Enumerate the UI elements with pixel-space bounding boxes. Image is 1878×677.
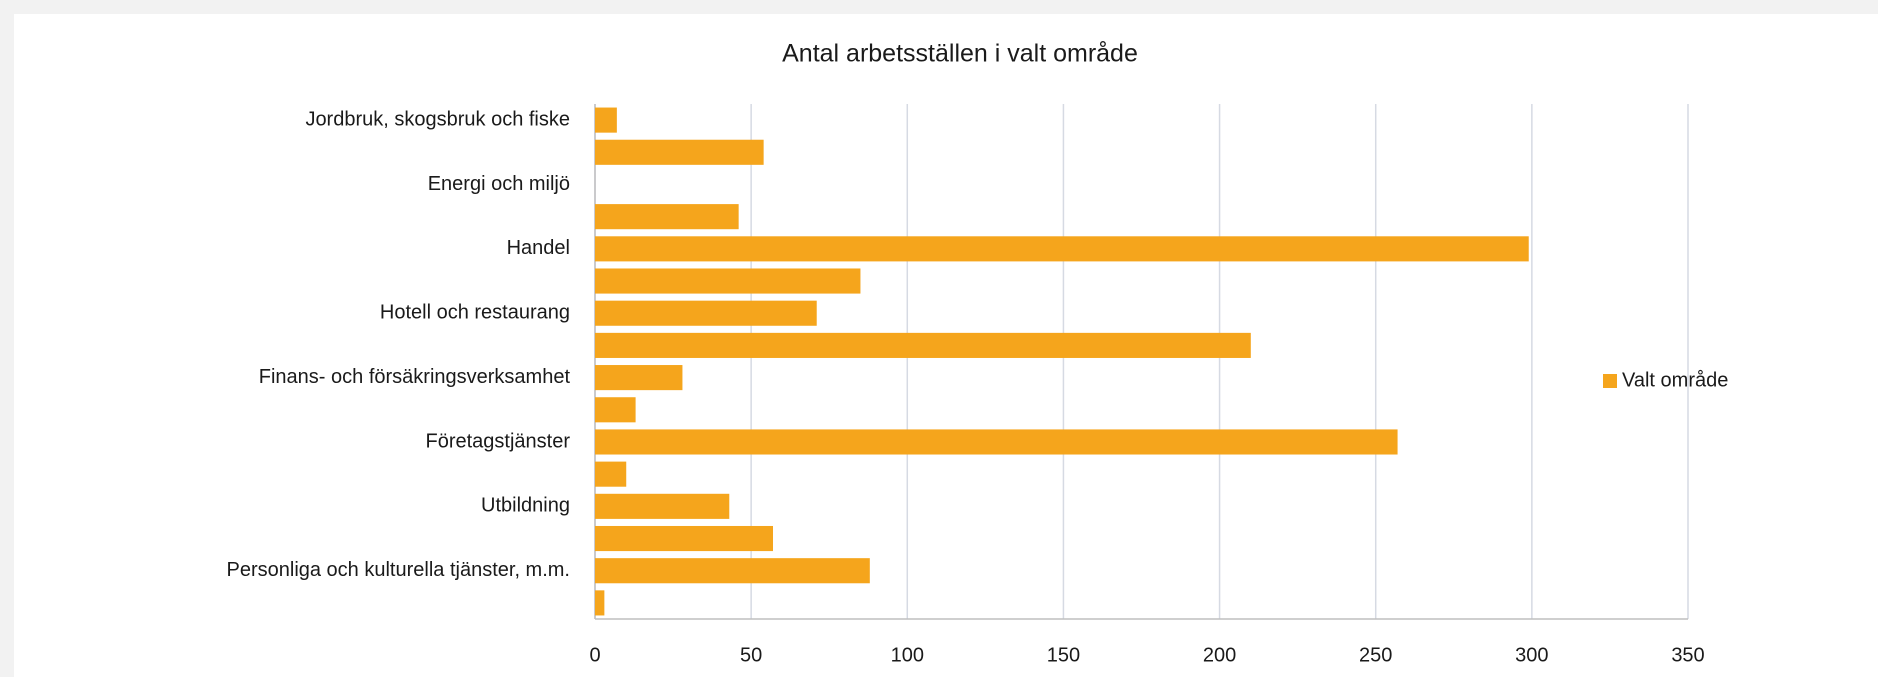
bar (595, 397, 636, 423)
x-tick-label: 200 (1203, 644, 1236, 666)
bar (595, 525, 774, 552)
bar (595, 332, 1251, 358)
x-tick-label: 300 (1515, 644, 1548, 666)
x-tick-label: 150 (1047, 644, 1080, 666)
legend-label: Valt område (1622, 369, 1728, 391)
chart-title: Antal arbetsställen i valt område (782, 40, 1138, 68)
y-tick-label: Utbildning (481, 495, 570, 517)
x-tick-label: 100 (891, 644, 924, 666)
bar (595, 300, 817, 326)
bar (595, 461, 627, 487)
y-tick-label: Finans- och försäkringsverksamhet (259, 366, 571, 388)
bar (595, 365, 683, 391)
x-tick-label: 250 (1359, 644, 1392, 666)
y-tick-label: Handel (507, 237, 570, 259)
bar (595, 204, 739, 230)
y-tick-label: Personliga och kulturella tjänster, m.m. (227, 559, 571, 581)
bar (595, 429, 1398, 455)
legend-swatch (1603, 374, 1617, 388)
bar (595, 236, 1529, 262)
x-tick-label: 0 (589, 644, 600, 666)
y-tick-label: Företagstjänster (425, 430, 570, 452)
bar (595, 590, 605, 616)
bar (595, 558, 870, 584)
x-tick-label: 350 (1671, 644, 1704, 666)
y-tick-label: Hotell och restaurang (380, 302, 570, 324)
bar (595, 139, 764, 165)
x-tick-label: 50 (740, 644, 762, 666)
y-tick-label: Jordbruk, skogsbruk och fiske (305, 108, 570, 130)
bar (595, 493, 730, 519)
bar (595, 268, 861, 294)
y-tick-label: Energi och miljö (428, 173, 570, 195)
bar (595, 107, 617, 133)
